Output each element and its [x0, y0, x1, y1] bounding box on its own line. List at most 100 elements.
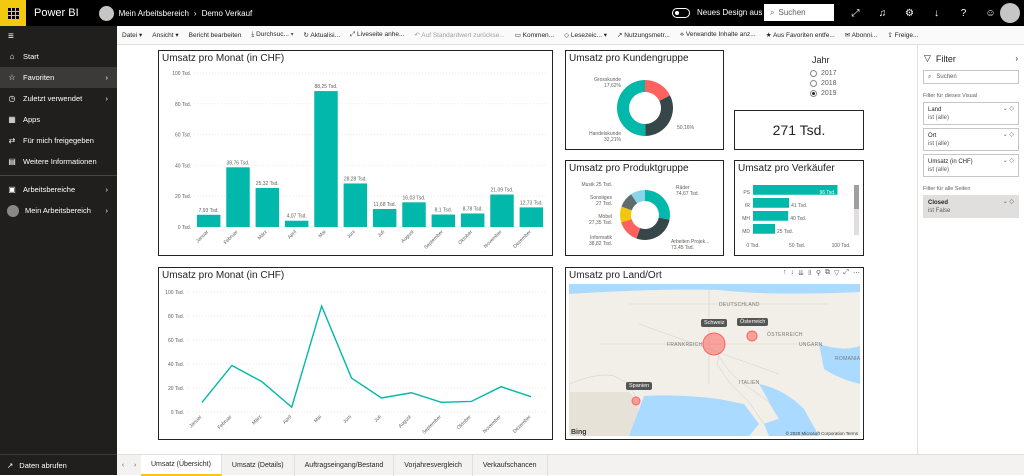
- radio-icon[interactable]: [810, 79, 817, 87]
- gear-icon[interactable]: ⚙: [905, 7, 914, 19]
- filter-card-icons[interactable]: ⌄ ◇: [1002, 158, 1014, 164]
- drill-up-icon[interactable]: ↑: [783, 269, 787, 276]
- donut-slice[interactable]: [621, 219, 641, 239]
- toolbar-item-0[interactable]: Datei ▾: [122, 32, 143, 39]
- page-tab-3[interactable]: Vorjahresvergleich: [394, 454, 473, 476]
- bar[interactable]: [196, 214, 221, 227]
- filter-card-icons[interactable]: ⌄ ◇: [1002, 199, 1014, 205]
- expand-icon[interactable]: ⤢: [851, 7, 860, 19]
- hamburger-icon[interactable]: ≡: [8, 30, 14, 42]
- toolbar-item-3[interactable]: ⤓ Durchsuc... ▾: [251, 31, 294, 38]
- slicer-option-2019[interactable]: 2019: [810, 88, 870, 98]
- breadcrumb-workspace[interactable]: Mein Arbeitsbereich: [118, 8, 189, 18]
- collapse-pane-icon[interactable]: ›: [1015, 54, 1018, 63]
- bar[interactable]: [431, 214, 456, 227]
- page-tab-2[interactable]: Auftragseingang/Bestand: [295, 454, 395, 476]
- bar[interactable]: [255, 188, 280, 227]
- slicer-option-2017[interactable]: 2017: [810, 68, 870, 78]
- nav-item-apps[interactable]: ▦ Apps: [0, 109, 117, 130]
- breadcrumb-report[interactable]: Demo Verkauf: [201, 8, 253, 18]
- toolbar-item-13[interactable]: ⇪ Freige...: [887, 32, 919, 39]
- focus-mode-icon[interactable]: ⤢: [843, 269, 849, 276]
- toolbar-item-8[interactable]: ◇ Lesezeic... ▾: [564, 32, 608, 39]
- pin-icon[interactable]: ⚲: [815, 270, 821, 277]
- bar[interactable]: [402, 202, 426, 227]
- toolbar-item-1[interactable]: Ansicht ▾: [152, 32, 179, 39]
- donut-slice[interactable]: [645, 95, 673, 136]
- map-canvas[interactable]: DEUTSCHLAND FRANKREICH ITALIEN ÖSTERREICH UN…: [569, 284, 860, 436]
- bar[interactable]: [753, 211, 789, 221]
- bar[interactable]: [314, 91, 338, 227]
- tab-prev-icon[interactable]: ‹: [121, 461, 125, 469]
- user-avatar[interactable]: [1000, 3, 1020, 23]
- donut-slice[interactable]: [617, 80, 646, 136]
- donut-slice[interactable]: [620, 206, 632, 223]
- chevron-right-icon[interactable]: ›: [105, 206, 109, 215]
- bar[interactable]: [284, 220, 309, 227]
- nav-item-weitere-informationen[interactable]: ▤ Weitere Informationen: [0, 151, 117, 172]
- map-tooltip-label[interactable]: Österreich: [737, 318, 769, 326]
- nav-item-mein-arbeitsbereich[interactable]: Mein Arbeitsbereich ›: [0, 200, 117, 221]
- page-tab-1[interactable]: Umsatz (Details): [222, 454, 295, 476]
- search-input[interactable]: ⌕ Suchen: [764, 4, 834, 21]
- expand-next-level-icon[interactable]: ⇊: [798, 270, 804, 277]
- filter-card-land[interactable]: Land ist (alle) ⌄ ◇: [923, 102, 1019, 125]
- app-launcher-icon[interactable]: [0, 0, 26, 26]
- donut-slice[interactable]: [621, 194, 638, 211]
- copy-icon[interactable]: ⧉: [825, 269, 830, 276]
- donut-produktgruppe-visual[interactable]: Umsatz pro Produktgruppe Räder 74,67 Tsd.…: [565, 160, 724, 256]
- drill-down-icon[interactable]: ↓: [790, 269, 795, 276]
- donut-slice[interactable]: [645, 80, 671, 101]
- more-options-icon[interactable]: ⋯: [853, 270, 860, 277]
- filter-card-closed[interactable]: Closed ist False ⌄ ◇: [923, 195, 1019, 218]
- feedback-icon[interactable]: ☺: [985, 7, 996, 19]
- page-tab-4[interactable]: Verkaufschancen: [473, 454, 548, 476]
- toolbar-item-7[interactable]: ▭ Kommen...: [514, 32, 555, 39]
- nav-item-start[interactable]: ⌂ Start: [0, 46, 117, 67]
- toolbar-item-10[interactable]: ⟡ Verwandte Inhalte anz...: [679, 31, 756, 38]
- scrollbar-thumb[interactable]: [854, 185, 859, 209]
- bar[interactable]: [343, 183, 368, 227]
- map-visual[interactable]: Umsatz pro Land/Ort ↑ ↓ ⇊ ⫫ ⚲ ⧉ ▽ ⤢ ⋯ DE…: [565, 267, 864, 440]
- scrollbar[interactable]: [854, 185, 859, 235]
- donut-slice[interactable]: [636, 217, 670, 240]
- bar[interactable]: [372, 209, 397, 227]
- donut-slice[interactable]: [631, 190, 645, 204]
- page-tab-0[interactable]: Umsatz (Übersicht): [141, 454, 222, 476]
- toolbar-item-5[interactable]: ⤢ Liveseite anhe...: [350, 31, 405, 38]
- line-series[interactable]: [201, 304, 532, 409]
- toolbar-item-12[interactable]: ✉ Abonni...: [844, 32, 878, 39]
- donut-kundengruppe-visual[interactable]: Umsatz pro Kundengruppe Grosskunde 17,62%…: [565, 50, 724, 150]
- map-tooltip-label[interactable]: Spanien: [626, 382, 653, 390]
- map-tooltip-label[interactable]: Schweiz: [701, 319, 728, 327]
- notification-icon[interactable]: ♫: [878, 7, 887, 19]
- nav-item-zuletzt-verwendet[interactable]: ◷ Zuletzt verwendet ›: [0, 88, 117, 109]
- donut-slice[interactable]: [645, 190, 670, 220]
- toolbar-item-9[interactable]: ↗ Nutzungsmetr...: [617, 32, 670, 39]
- kpi-card[interactable]: 271 Tsd.: [734, 110, 864, 150]
- filter-card-ort[interactable]: Ort ist (alle) ⌄ ◇: [923, 128, 1019, 151]
- filter-search-input[interactable]: ⌕ Suchen: [923, 70, 1019, 84]
- bar[interactable]: [753, 198, 790, 208]
- map-copyright[interactable]: © 2020 Microsoft Corporation Terms: [785, 431, 858, 436]
- slicer-option-2018[interactable]: 2018: [810, 78, 870, 88]
- filter-card-icons[interactable]: ⌄ ◇: [1002, 106, 1014, 112]
- chevron-right-icon[interactable]: ›: [105, 73, 109, 82]
- download-icon[interactable]: ↓: [934, 7, 939, 19]
- bar[interactable]: [519, 207, 544, 227]
- tab-next-icon[interactable]: ›: [133, 461, 137, 469]
- app-name[interactable]: Power BI: [34, 7, 79, 19]
- filter-icon[interactable]: ▽: [834, 270, 840, 277]
- bar[interactable]: [226, 167, 250, 227]
- new-design-toggle[interactable]: [672, 8, 690, 18]
- chevron-right-icon[interactable]: ›: [105, 185, 109, 194]
- toolbar-item-11[interactable]: ★ Aus Favoriten entfe...: [765, 32, 835, 39]
- bar[interactable]: [490, 194, 514, 227]
- nav-item-arbeitsbereiche[interactable]: ▣ Arbeitsbereiche ›: [0, 179, 117, 200]
- bar-chart-visual[interactable]: Umsatz pro Monat (in CHF) 0 Tsd. 20 Tsd. 4…: [158, 50, 553, 256]
- help-icon[interactable]: ?: [960, 7, 967, 19]
- seller-bar-visual[interactable]: Umsatz pro Verkäufer PS 96 Tsd. IR 41 Tsd. M…: [734, 160, 864, 256]
- bar[interactable]: [753, 185, 838, 195]
- nav-item-favoriten[interactable]: ☆ Favoriten ›: [0, 67, 117, 88]
- nav-item-für-mich-freigegeben[interactable]: ⇄ Für mich freigegeben: [0, 130, 117, 151]
